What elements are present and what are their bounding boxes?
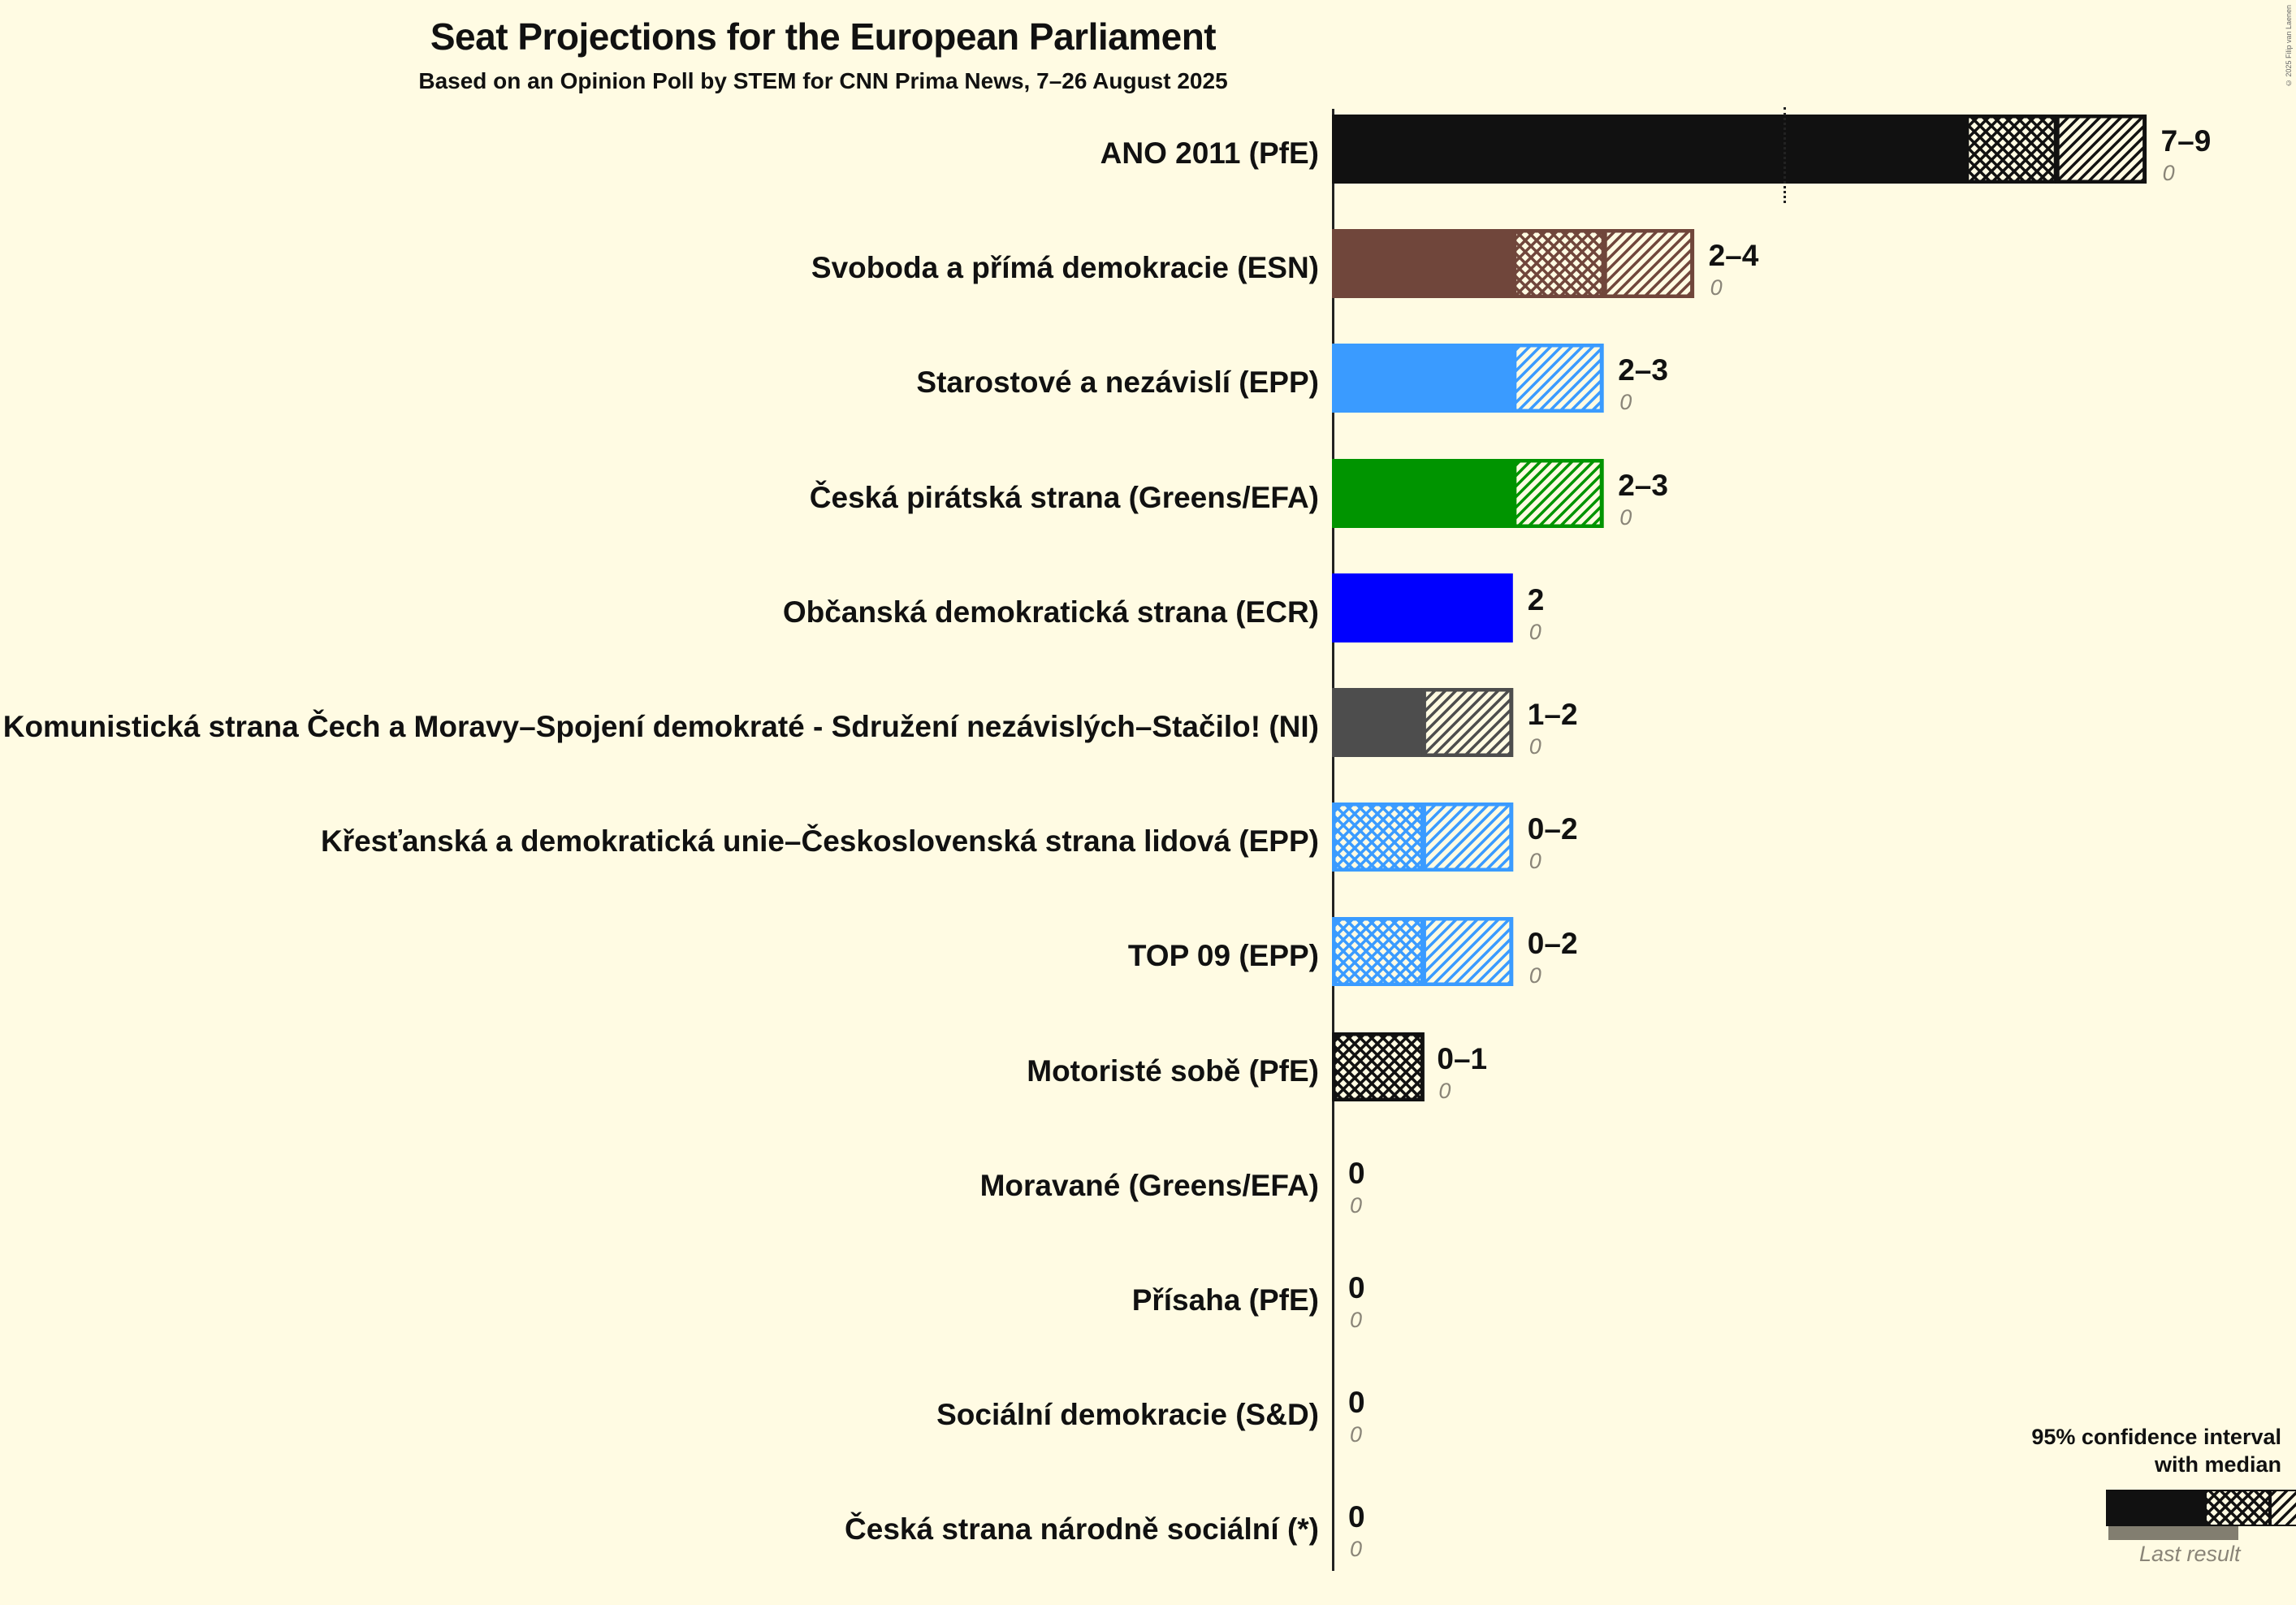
last-result-label: 0 — [1350, 1308, 1363, 1332]
party-row: Moravané (Greens/EFA) 0 0 — [0, 1147, 2296, 1261]
seat-range-label: 0–1 — [1437, 1041, 1488, 1075]
party-label: Moravané (Greens/EFA) — [979, 1168, 1319, 1202]
seat-range-label: 2–3 — [1618, 353, 1668, 387]
last-result-label: 0 — [1619, 390, 1632, 415]
ci-bar — [1332, 917, 1514, 987]
party-row: Komunistická strana Čech a Moravy–Spojen… — [0, 688, 2296, 802]
ci-bar — [1332, 688, 1514, 757]
last-result-label: 0 — [1529, 619, 1541, 644]
party-label: Křesťanská a demokratická unie–Českoslov… — [320, 824, 1319, 859]
seat-range-label: 1–2 — [1527, 698, 1578, 731]
page-title: Seat Projections for the European Parlia… — [430, 15, 1217, 58]
party-label: Přísaha (PfE) — [1131, 1283, 1319, 1317]
party-row: Občanská demokratická strana (ECR) 2 0 — [0, 573, 2296, 688]
ci-bar — [1332, 344, 1604, 413]
last-result-label: 0 — [1438, 1078, 1451, 1103]
legend-title: 95% confidence interval with median — [2013, 1423, 2281, 1478]
ci-bar — [1332, 115, 2147, 184]
ci-bar — [1332, 458, 1604, 528]
party-row: Česká pirátská strana (Greens/EFA) 2–3 0 — [0, 458, 2296, 573]
party-row: Přísaha (PfE) 0 0 — [0, 1261, 2296, 1376]
seat-range-label: 2 — [1527, 582, 1545, 616]
legend-title-line2: with median — [2154, 1452, 2281, 1477]
party-row: Motoristé sobě (PfE) 0–1 0 — [0, 1032, 2296, 1147]
party-label: Komunistická strana Čech a Moravy–Spojen… — [2, 710, 1319, 743]
legend-last-result-label: Last result — [2139, 1542, 2241, 1566]
seat-range-label: 0–2 — [1527, 927, 1578, 961]
last-result-label: 0 — [1350, 1422, 1363, 1447]
party-row: Křesťanská a demokratická unie–Českoslov… — [0, 802, 2296, 917]
legend-last-result-bar — [2108, 1526, 2238, 1540]
last-result-label: 0 — [1619, 504, 1632, 530]
page-subtitle: Based on an Opinion Poll by STEM for CNN… — [418, 68, 1228, 93]
party-label: Svoboda a přímá demokracie (ESN) — [811, 251, 1319, 285]
last-result-label: 0 — [1529, 963, 1541, 989]
party-row: Starostové a nezávislí (EPP) 2–3 0 — [0, 344, 2296, 458]
party-label: ANO 2011 (PfE) — [1100, 136, 1319, 170]
party-row: Svoboda a přímá demokracie (ESN) 2–4 0 — [0, 229, 2296, 344]
last-result-label: 0 — [1350, 1192, 1363, 1218]
party-label: TOP 09 (EPP) — [1127, 939, 1319, 973]
party-label: Starostové a nezávislí (EPP) — [916, 366, 1319, 400]
last-result-label: 0 — [1529, 734, 1541, 759]
party-label: Česká strana národně sociální (*) — [845, 1512, 1319, 1547]
legend: 95% confidence interval with median Last… — [2013, 1423, 2296, 1566]
legend-ci-bar — [2106, 1490, 2296, 1526]
ci-bar — [1332, 1032, 1425, 1101]
seat-range-label: 0 — [1348, 1271, 1365, 1304]
ci-bar — [1332, 229, 1695, 299]
seat-range-label: 0 — [1348, 1386, 1365, 1420]
seat-range-label: 7–9 — [2160, 124, 2212, 158]
last-result-label: 0 — [1529, 849, 1541, 874]
seat-range-label: 0 — [1348, 1156, 1365, 1190]
gridline-5-seats — [1784, 107, 1786, 203]
party-row: Sociální demokracie (S&D) 0 0 — [0, 1376, 2296, 1490]
party-label: Sociální demokracie (S&D) — [936, 1398, 1319, 1432]
party-row: Česká strana národně sociální (*) 0 0 — [0, 1490, 2296, 1605]
seat-range-label: 0 — [1348, 1500, 1365, 1534]
ci-bar — [1332, 802, 1514, 872]
last-result-label: 0 — [1710, 275, 1723, 301]
seat-range-label: 0–2 — [1527, 812, 1578, 846]
seat-range-label: 2–4 — [1708, 239, 1759, 273]
party-label: Občanská demokratická strana (ECR) — [782, 595, 1319, 629]
seat-range-label: 2–3 — [1618, 468, 1668, 502]
party-row: TOP 09 (EPP) 0–2 0 — [0, 917, 2296, 1032]
party-label: Motoristé sobě (PfE) — [1027, 1053, 1319, 1088]
party-label: Česká pirátská strana (Greens/EFA) — [809, 480, 1319, 514]
party-row: ANO 2011 (PfE) 7–9 0 — [0, 115, 2296, 229]
legend-title-line1: 95% confidence interval — [2031, 1425, 2281, 1449]
last-result-label: 0 — [1350, 1537, 1363, 1562]
last-result-label: 0 — [2162, 161, 2175, 185]
ci-bar — [1332, 573, 1513, 642]
